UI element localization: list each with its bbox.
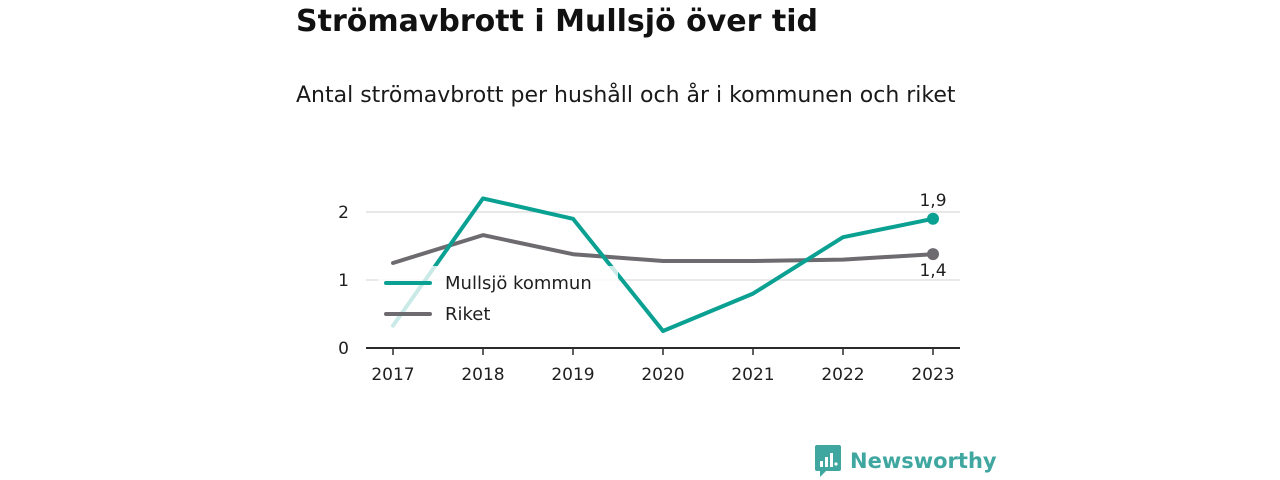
x-tick-label: 2020 (641, 365, 684, 385)
legend: Mullsjö kommun Riket (378, 266, 618, 330)
y-tick-label: 2 (338, 203, 349, 223)
line-chart: 0 1 2 2017 2018 2019 2020 2021 2022 2023 Mullsjö… (338, 191, 960, 385)
end-labels: 1,9 1,4 (919, 191, 946, 281)
series-end-point (927, 248, 939, 261)
newsworthy-logo-icon (815, 445, 841, 477)
end-label-riket: 1,4 (919, 261, 946, 281)
x-tick-label: 2018 (461, 365, 504, 385)
x-tick-label: 2021 (731, 365, 774, 385)
chart-title: Strömavbrott i Mullsjö över tid (296, 4, 818, 39)
series-line-mullsjo (391, 196, 935, 333)
series-lines (391, 196, 939, 333)
legend-backdrop (378, 266, 618, 330)
legend-label: Mullsjö kommun (445, 273, 592, 294)
y-tick-label: 1 (338, 271, 349, 291)
chart-subtitle: Antal strömavbrott per hushåll och år i … (296, 83, 956, 108)
x-tick-label: 2017 (371, 365, 414, 385)
end-label-mullsjo: 1,9 (919, 191, 946, 211)
x-tick-label: 2023 (911, 365, 954, 385)
brand-logo: Newsworthy (814, 444, 997, 478)
x-tick-label: 2022 (821, 365, 864, 385)
x-tick-label: 2019 (551, 365, 594, 385)
x-axis: 2017 2018 2019 2020 2021 2022 2023 (366, 347, 960, 385)
y-tick-label: 0 (338, 339, 349, 359)
series-line-riket (391, 233, 935, 265)
legend-label: Riket (445, 304, 490, 325)
brand-name: Newsworthy (850, 449, 997, 473)
series-end-point (927, 212, 939, 225)
